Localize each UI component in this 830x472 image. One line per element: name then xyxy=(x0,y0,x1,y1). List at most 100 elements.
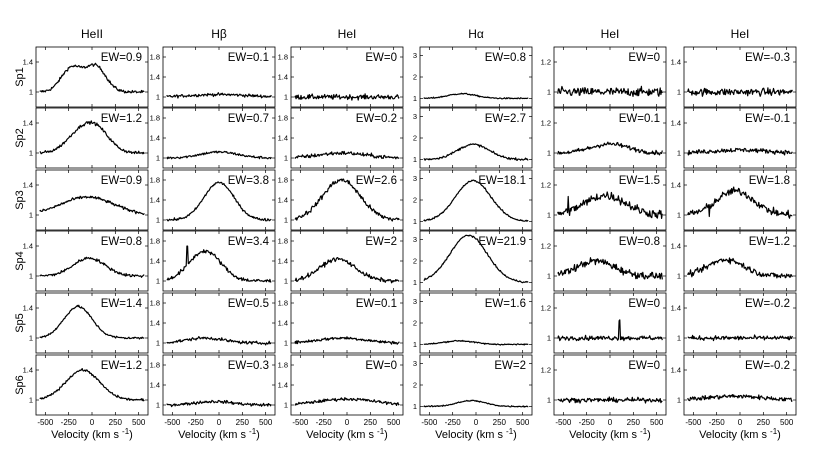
panel-sp4-col1: 1 1.4 EW=0.8 xyxy=(23,230,149,292)
y-tick-label: 1.8 xyxy=(278,53,288,62)
x-tick-label: -250 xyxy=(188,418,205,427)
panel-sp6-col4: 1 2 3 -500 -250 0 250 500 EW=2 Velocity (km s -1) xyxy=(413,354,533,441)
y-tick-label: 1.4 xyxy=(278,196,288,205)
y-tick-label: 1 xyxy=(156,154,160,163)
ew-label: EW=0.2 xyxy=(356,113,397,125)
spectrum-line xyxy=(557,85,663,97)
x-tick-label: 500 xyxy=(132,418,146,427)
x-tick-label: -500 xyxy=(685,418,702,427)
y-tick-label: 1 xyxy=(29,88,33,97)
column-title-2: Hβ xyxy=(211,27,227,41)
y-tick-label: 1.2 xyxy=(541,58,551,67)
y-tick-label: 1.4 xyxy=(671,119,681,128)
y-tick-label: 2 xyxy=(413,73,417,82)
x-tick-label: -250 xyxy=(445,418,462,427)
column-title-1: HeII xyxy=(81,27,103,41)
spectrum-line xyxy=(557,257,663,280)
spectrum-line xyxy=(39,120,145,155)
x-tick-label: -500 xyxy=(292,418,309,427)
ew-label: EW=-0.2 xyxy=(745,360,790,372)
y-tick-label: 1 xyxy=(156,216,160,225)
panel-sp5-col1: 1 1.4 EW=1.4 xyxy=(23,292,149,354)
x-axis-label: Velocity (km s -1) xyxy=(569,427,651,442)
panel-sp5-col5: 1 1.2 EW=0 xyxy=(541,292,667,354)
panel-sp3-col4: 1 2 3 EW=18.1 xyxy=(413,169,533,231)
panel-sp1-col6: 1 1.4 EW=-0.3 xyxy=(671,46,797,108)
y-tick-label: 1 xyxy=(547,272,551,281)
row-label-sp3: Sp3 xyxy=(14,190,26,210)
ew-label: EW=0.3 xyxy=(228,360,269,372)
x-tick-label: 0 xyxy=(608,418,613,427)
column-title-6: HeI xyxy=(731,27,750,41)
y-tick-label: 1 xyxy=(29,396,33,405)
ew-label: EW=0 xyxy=(365,360,397,372)
ew-label: EW=0.9 xyxy=(101,52,142,64)
x-tick-label: -250 xyxy=(61,418,78,427)
ew-label: EW=0.1 xyxy=(619,113,660,125)
row-label-sp2: Sp2 xyxy=(14,128,26,148)
y-tick-label: 1.4 xyxy=(23,119,33,128)
panel-sp4-col3: 1 1.4 1.8 EW=2 xyxy=(278,230,404,292)
ew-label: EW=0.8 xyxy=(619,236,660,248)
panel-sp1-col1: 1 1.4 EW=0.9 xyxy=(23,46,149,108)
panel-sp2-col2: 1 1.4 1.8 EW=0.7 xyxy=(150,107,276,169)
spectrum-line xyxy=(557,396,663,404)
spectrum-line xyxy=(166,336,272,346)
spectrum-line xyxy=(557,319,663,342)
panel-sp1-col2: 1 1.4 1.8 EW=0.1 xyxy=(150,46,276,108)
y-tick-label: 1.8 xyxy=(278,176,288,185)
y-tick-label: 1.4 xyxy=(278,257,288,266)
y-tick-label: 1 xyxy=(156,93,160,102)
panel-sp3-col5: 1 1.2 EW=1.5 xyxy=(541,169,667,231)
y-tick-label: 1.4 xyxy=(278,134,288,143)
ew-label: EW=0.8 xyxy=(101,236,142,248)
spectrum-line xyxy=(557,191,663,219)
y-tick-label: 1 xyxy=(156,277,160,286)
y-tick-label: 1 xyxy=(284,277,288,286)
ew-label: EW=1.2 xyxy=(749,236,790,248)
y-tick-label: 1.4 xyxy=(23,181,33,190)
row-label-sp6: Sp6 xyxy=(14,375,26,395)
y-tick-label: 1 xyxy=(547,211,551,220)
ew-label: EW=3.4 xyxy=(228,236,270,248)
panel-sp5-col4: 1 2 3 EW=1.6 xyxy=(413,292,533,354)
panel-sp3-col1: 1 1.4 EW=0.9 xyxy=(23,169,149,231)
y-tick-label: 1.8 xyxy=(278,114,288,123)
row-label-sp5: Sp5 xyxy=(14,313,26,333)
y-tick-label: 1.4 xyxy=(278,381,288,390)
panel-sp2-col4: 1 2 3 EW=2.7 xyxy=(413,107,533,169)
spectrum-line xyxy=(39,195,145,216)
y-tick-label: 1.4 xyxy=(671,242,681,251)
y-tick-label: 1.8 xyxy=(278,299,288,308)
x-tick-label: 500 xyxy=(259,418,273,427)
ew-label: EW=2.7 xyxy=(485,113,526,125)
spectrum-line xyxy=(423,339,529,346)
spectrum-line xyxy=(687,257,793,279)
y-tick-label: 1 xyxy=(284,401,288,410)
y-tick-label: 1 xyxy=(156,401,160,410)
y-tick-label: 2 xyxy=(413,257,417,266)
y-tick-label: 1 xyxy=(413,94,417,103)
spectrum-line xyxy=(423,179,529,222)
x-tick-label: 0 xyxy=(90,418,95,427)
column-title-4: Hα xyxy=(468,27,484,41)
panel-sp2-col1: 1 1.4 EW=1.2 xyxy=(23,107,149,169)
y-tick-label: 3 xyxy=(413,51,417,60)
y-tick-label: 2 xyxy=(413,319,417,328)
row-label-sp4: Sp4 xyxy=(14,251,26,271)
column-title-5: HeI xyxy=(601,27,620,41)
ew-label: EW=1.5 xyxy=(619,175,660,187)
y-tick-label: 1.4 xyxy=(671,304,681,313)
y-tick-label: 1.8 xyxy=(278,237,288,246)
ew-label: EW=1.4 xyxy=(101,298,143,310)
x-tick-label: 0 xyxy=(474,418,479,427)
x-tick-label: -500 xyxy=(421,418,438,427)
y-tick-label: 1.2 xyxy=(541,366,551,375)
spectrum-line xyxy=(423,143,529,161)
y-tick-label: 1 xyxy=(29,211,33,220)
x-tick-label: 500 xyxy=(650,418,664,427)
y-tick-label: 1 xyxy=(284,154,288,163)
spectrum-line xyxy=(423,234,529,284)
x-tick-label: 250 xyxy=(364,418,378,427)
y-tick-label: 1.4 xyxy=(23,366,33,375)
